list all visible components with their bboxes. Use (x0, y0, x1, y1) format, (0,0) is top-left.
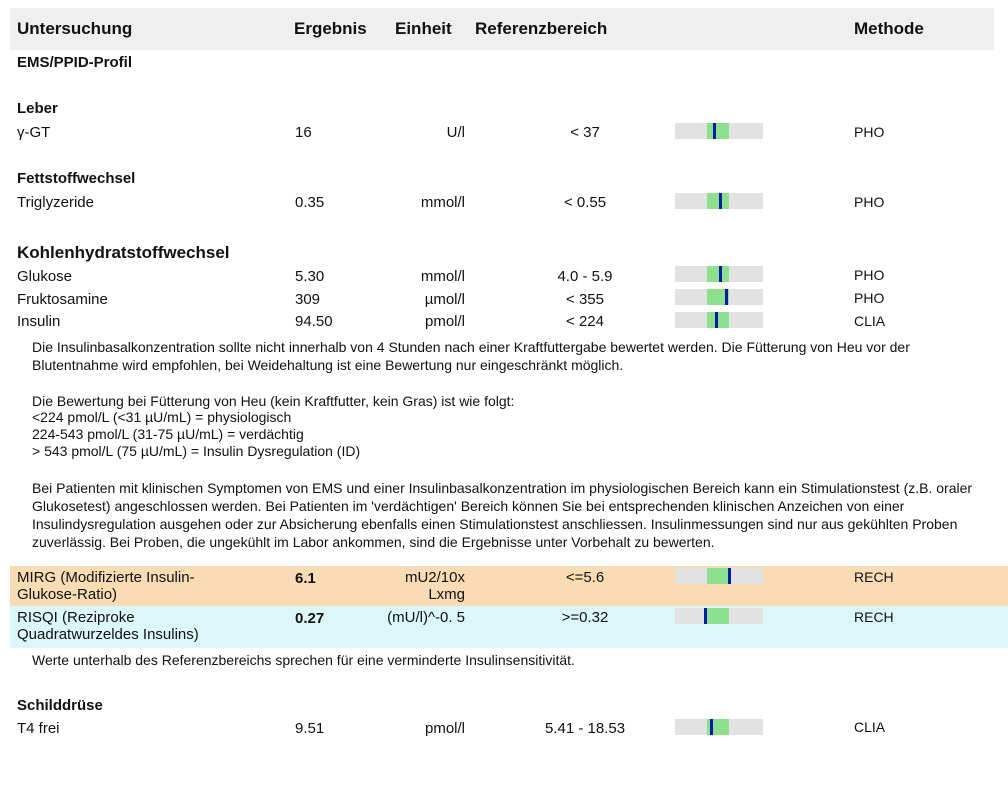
range-bar (675, 719, 763, 735)
range-bar-reference-zone (707, 568, 729, 584)
range-bar (675, 266, 763, 282)
section-lipid: Fettstoffwechsel (17, 170, 136, 187)
row-method: RECH (854, 609, 894, 625)
table-header (10, 8, 994, 50)
row-value: 0.27 (295, 610, 325, 627)
row-value: 6.1 (295, 570, 316, 587)
range-bar (675, 193, 763, 209)
insulin-note-2d: > 543 pmol/L (75 µU/mL) = Insulin Dysreg… (32, 443, 361, 459)
header-reference: Referenzbereich (475, 19, 608, 38)
range-bar-marker (725, 289, 728, 305)
range-bar-reference-zone (707, 193, 729, 209)
range-bar-marker (719, 266, 722, 282)
row-reference: 5.41 - 18.53 (544, 720, 626, 737)
header-unit: Einheit (395, 19, 452, 38)
row-method: PHO (854, 194, 885, 210)
row-name: γ-GT (17, 124, 51, 141)
range-bar-reference-zone (707, 312, 729, 328)
row-name: Triglyzeride (17, 194, 94, 211)
range-bar (675, 312, 763, 328)
row-value: 94.50 (295, 313, 333, 330)
highlight-band-mirg (10, 566, 1008, 606)
row-method: RECH (854, 569, 894, 585)
range-bar (675, 289, 763, 305)
section-thyroid: Schilddrüse (17, 697, 103, 714)
row-unit: U/l (446, 124, 465, 141)
row-unit: (mU/l)^-0. 5 (387, 609, 465, 626)
header-result: Ergebnis (294, 19, 367, 38)
row-unit: mU2/10x Lxmg (404, 569, 465, 603)
row-unit: pmol/l (424, 720, 465, 737)
row-reference: 4.0 - 5.9 (557, 268, 613, 285)
range-bar-marker (719, 193, 722, 209)
row-name: T4 frei (17, 720, 60, 737)
range-bar-reference-zone (707, 289, 729, 305)
row-method: CLIA (854, 719, 886, 735)
row-unit: mmol/l (420, 194, 465, 211)
row-unit: µmol/l (424, 291, 465, 308)
highlight-band-risqi (10, 606, 1008, 648)
row-value: 5.30 (295, 268, 325, 285)
profile-title: EMS/PPID-Profil (17, 54, 133, 71)
header-test: Untersuchung (17, 19, 133, 38)
section-carb: Kohlenhydratstoffwechsel (17, 243, 230, 262)
header-method: Methode (854, 19, 924, 38)
row-method: CLIA (854, 313, 886, 329)
row-name: RISQI (Reziproke Quadratwurzeldes Insuli… (17, 609, 199, 643)
row-method: PHO (854, 290, 885, 306)
row-value: 0.35 (295, 194, 325, 211)
row-method: PHO (854, 267, 885, 283)
range-bar (675, 123, 763, 139)
row-name: MIRG (Modifizierte Insulin-Glukose-Ratio… (17, 569, 195, 603)
row-reference: >=0.32 (561, 609, 609, 626)
row-reference: < 224 (566, 313, 604, 330)
row-name: Glukose (17, 268, 73, 285)
range-bar-marker (728, 568, 731, 584)
row-name: Insulin (17, 313, 61, 330)
row-reference: < 0.55 (563, 194, 607, 211)
insulin-note-2b: <224 pmol/L (<31 µU/mL) = physiologisch (32, 409, 292, 425)
section-liver: Leber (17, 100, 58, 117)
row-reference: < 37 (570, 124, 600, 141)
range-bar (675, 568, 763, 584)
row-value: 309 (295, 291, 321, 308)
insulin-note-2c: 224-543 pmol/L (31-75 µU/mL) = verdächti… (32, 426, 304, 442)
insulin-note-2a: Die Bewertung bei Fütterung von Heu (kei… (32, 393, 515, 409)
range-bar-reference-zone (707, 608, 729, 624)
range-bar-reference-zone (707, 266, 729, 282)
range-bar (675, 608, 763, 624)
row-value: 9.51 (295, 720, 325, 737)
range-bar-marker (704, 608, 707, 624)
row-unit: pmol/l (424, 313, 465, 330)
insulin-note-1: Die Insulinbasalkonzentration sollte nic… (32, 339, 910, 373)
range-bar-marker (715, 312, 718, 328)
range-bar-reference-zone (707, 123, 729, 139)
insulin-note-3: Bei Patienten mit klinischen Symptomen v… (32, 480, 973, 550)
row-reference: <=5.6 (565, 569, 605, 586)
row-name: Fruktosamine (17, 291, 108, 308)
row-method: PHO (854, 124, 885, 140)
range-bar-marker (713, 123, 716, 139)
row-unit: mmol/l (420, 268, 465, 285)
row-reference: < 355 (566, 291, 604, 308)
range-bar-marker (710, 719, 713, 735)
row-value: 16 (295, 124, 312, 141)
risqi-note: Werte unterhalb des Referenzbereichs spr… (32, 652, 575, 668)
